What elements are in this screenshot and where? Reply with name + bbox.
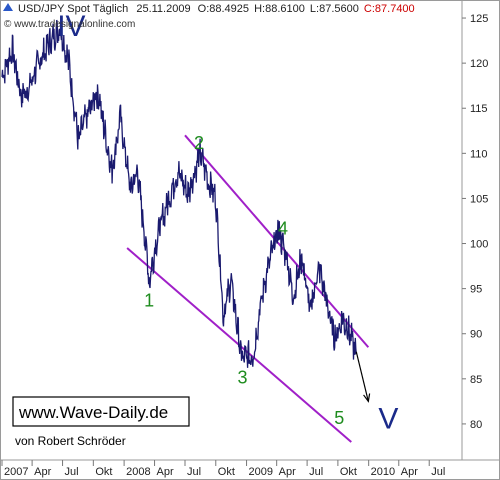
projection-line	[355, 351, 369, 402]
wave-label-5: 5	[334, 408, 344, 428]
y-tick-label: 100	[470, 239, 488, 251]
x-tick-label: 2008	[126, 466, 150, 478]
source-label: © www.tradesignalonline.com	[4, 19, 135, 30]
wave-labels: IV 1 2 3 4 5 V	[57, 10, 398, 435]
watermark-box	[12, 396, 190, 427]
svg-text:USD/JPY Spot Täglich 25.: USD/JPY Spot Täglich 25.11.2009 O:88.492…	[18, 3, 415, 15]
x-tick-label: 2007	[4, 466, 28, 478]
projection-arrow	[355, 351, 371, 403]
x-tick-label: Jul	[187, 466, 201, 478]
x-tick-label: Jul	[65, 466, 79, 478]
x-tick-label: Apr	[34, 466, 51, 478]
wave-label-2: 2	[194, 133, 204, 153]
close-value: C:87.7400	[364, 3, 415, 15]
y-tick-label: 125	[470, 13, 488, 25]
watermark: www.Wave-Daily.de von Robert Schröder	[12, 396, 190, 448]
symbol-label: USD/JPY Spot Täglich	[18, 3, 128, 15]
y-tick-label: 120	[470, 58, 488, 70]
y-tick-label: 115	[470, 103, 488, 115]
x-tick-label: Apr	[279, 466, 296, 478]
watermark-site: www.Wave-Daily.de	[18, 403, 168, 422]
x-tick-label: 2010	[371, 466, 395, 478]
x-tick-label: Okt	[340, 466, 357, 478]
wave-label-iv: IV	[57, 10, 85, 43]
y-tick-label: 80	[470, 419, 482, 431]
x-tick-label: Jul	[309, 466, 323, 478]
y-tick-label: 90	[470, 329, 482, 341]
wave-label-1: 1	[144, 291, 154, 311]
y-tick-label: 85	[470, 374, 482, 386]
y-axis: 80 85 90 95 100 105 110 115 120 125	[462, 13, 488, 431]
x-tick-label: 2009	[249, 466, 273, 478]
watermark-author: von Robert Schröder	[15, 434, 126, 448]
price-line	[1, 19, 357, 368]
wave-label-4: 4	[278, 219, 288, 239]
arrow-head	[363, 393, 371, 403]
wave-label-3: 3	[238, 367, 248, 387]
high-value: H:88.6100	[254, 3, 305, 15]
price-series	[1, 19, 357, 368]
chart-header: USD/JPY Spot Täglich 25.11.2009 O:88.492…	[3, 3, 415, 30]
date-label: 25.11.2009	[136, 3, 190, 15]
triangle-icon	[3, 3, 13, 11]
open-value: O:88.4925	[198, 3, 249, 15]
x-tick-label: Okt	[218, 466, 235, 478]
y-tick-label: 95	[470, 284, 482, 296]
x-axis: 2007 Apr Jul Okt 2008 Apr Jul Okt 2009 Apr Jul Okt 2…	[1, 460, 445, 478]
x-tick-label: Jul	[431, 466, 445, 478]
x-tick-label: Okt	[95, 466, 112, 478]
low-value: L:87.5600	[310, 3, 359, 15]
wave-label-v: V	[378, 402, 398, 435]
y-tick-label: 110	[470, 148, 488, 160]
x-tick-label: Apr	[157, 466, 174, 478]
x-tick-label: Apr	[401, 466, 418, 478]
y-tick-label: 105	[470, 193, 488, 205]
